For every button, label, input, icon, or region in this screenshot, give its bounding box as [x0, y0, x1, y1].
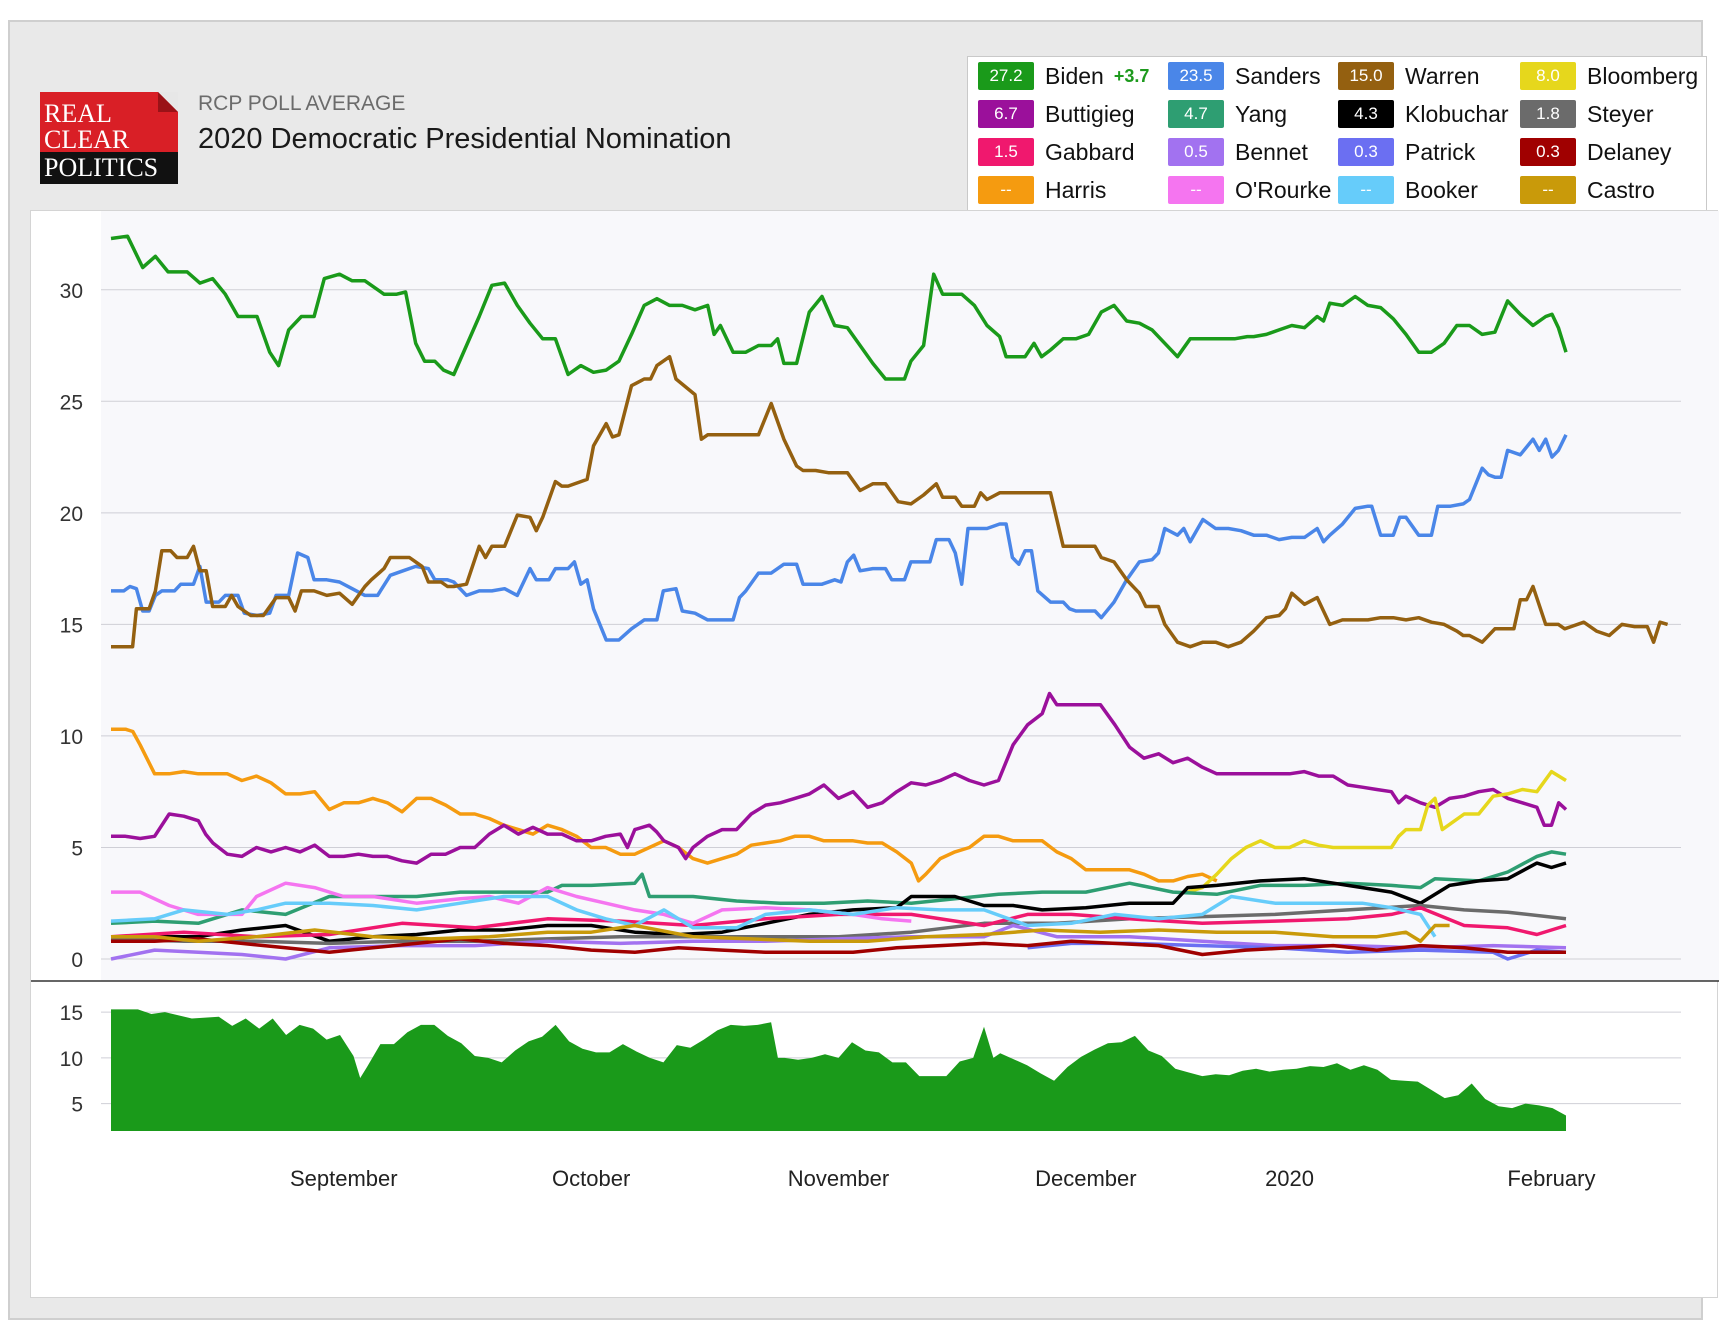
series-line-gabbard — [110, 905, 1567, 939]
y-tick-label: 15 — [60, 614, 83, 637]
legend-name: Buttigieg — [1045, 100, 1135, 127]
legend-name: Steyer — [1587, 100, 1654, 127]
legend-value: -- — [978, 176, 1034, 204]
series-line-warren — [111, 354, 1669, 649]
series-line-sanders — [111, 434, 1568, 642]
legend-value: 0.3 — [1520, 138, 1576, 166]
x-tick-label: 2020 — [1265, 1166, 1314, 1191]
legend-item-booker[interactable]: -- Booker — [1338, 175, 1478, 205]
legend-item-klobuchar[interactable]: 4.3 Klobuchar — [1338, 99, 1509, 129]
legend-item-sanders[interactable]: 23.5 Sanders — [1168, 61, 1321, 91]
legend-name: Castro — [1587, 176, 1655, 203]
legend-value: 1.5 — [978, 138, 1034, 166]
y-tick-label: 15 — [60, 1002, 83, 1025]
series-line-delaney — [111, 937, 1566, 957]
legend-value: 4.7 — [1168, 100, 1224, 128]
legend-name: Gabbard — [1045, 138, 1135, 165]
legend: 27.2 Biden +3.7 23.5 Sanders 15.0 Warren 8.0 Blo… — [967, 56, 1707, 221]
x-tick-label: November — [788, 1166, 889, 1191]
legend-item-warren[interactable]: 15.0 Warren — [1338, 61, 1480, 91]
legend-item-castro[interactable]: -- Castro — [1520, 175, 1655, 205]
legend-value: 0.3 — [1338, 138, 1394, 166]
y-tick-label: 10 — [60, 726, 83, 749]
svg-text:REAL: REAL — [44, 99, 112, 128]
legend-name: Bloomberg — [1587, 62, 1699, 89]
series-line-castro — [111, 923, 1450, 943]
legend-name: O'Rourke — [1235, 176, 1332, 203]
svg-text:POLITICS: POLITICS — [44, 153, 158, 182]
series-line-yang — [110, 850, 1567, 926]
series-line-booker — [110, 894, 1437, 938]
legend-item-buttigieg[interactable]: 6.7 Buttigieg — [978, 99, 1135, 129]
series-line-biden — [110, 234, 1568, 381]
legend-item-delaney[interactable]: 0.3 Delaney — [1520, 137, 1671, 167]
rcp-logo: REAL CLEAR POLITICS — [40, 92, 178, 184]
legend-item-orourke[interactable]: -- O'Rourke — [1168, 175, 1331, 205]
x-tick-label: December — [1035, 1166, 1136, 1191]
legend-name: Bennet — [1235, 138, 1308, 165]
legend-value: 23.5 — [1168, 62, 1224, 90]
y-tick-label: 30 — [60, 280, 83, 303]
legend-value: 15.0 — [1338, 62, 1394, 90]
legend-change: +3.7 — [1113, 65, 1150, 86]
legend-value: 1.8 — [1520, 100, 1576, 128]
legend-value: 27.2 — [978, 62, 1034, 90]
legend-name: Harris — [1045, 176, 1107, 203]
legend-name: Patrick — [1405, 138, 1476, 165]
legend-item-gabbard[interactable]: 1.5 Gabbard — [978, 137, 1135, 167]
subtitle: RCP POLL AVERAGE — [198, 92, 406, 115]
y-tick-label: 5 — [71, 837, 83, 860]
legend-item-steyer[interactable]: 1.8 Steyer — [1520, 99, 1653, 129]
legend-item-patrick[interactable]: 0.3 Patrick — [1338, 137, 1475, 167]
chart-panel: 0 5 10 15 20 25 30 5 10 15 September October Novembe… — [30, 210, 1719, 1298]
legend-item-yang[interactable]: 4.7 Yang — [1168, 99, 1287, 129]
legend-name: Klobuchar — [1405, 100, 1509, 127]
legend-item-harris[interactable]: -- Harris — [978, 175, 1106, 205]
series-line-buttigieg — [111, 691, 1568, 865]
x-tick-label: February — [1507, 1166, 1595, 1191]
svg-text:CLEAR: CLEAR — [44, 125, 130, 154]
y-tick-label: 25 — [60, 391, 83, 414]
y-tick-label: 20 — [60, 503, 83, 526]
series-line-klobuchar — [111, 861, 1567, 943]
legend-value: -- — [1520, 176, 1576, 204]
legend-item-bennet[interactable]: 0.5 Bennet — [1168, 137, 1308, 167]
legend-value: 8.0 — [1520, 62, 1576, 90]
legend-item-bloomberg[interactable]: 8.0 Bloomberg — [1520, 61, 1698, 91]
legend-value: -- — [1168, 176, 1224, 204]
y-tick-label: 0 — [71, 949, 83, 972]
page-title: 2020 Democratic Presidential Nomination — [198, 123, 732, 155]
legend-value: -- — [1338, 176, 1394, 204]
legend-name: Booker — [1405, 176, 1478, 203]
legend-name: Biden — [1045, 62, 1104, 89]
legend-name: Yang — [1235, 100, 1288, 127]
legend-name: Delaney — [1587, 138, 1672, 165]
legend-item-biden[interactable]: 27.2 Biden +3.7 — [978, 61, 1149, 91]
legend-name: Sanders — [1235, 62, 1321, 89]
series-line-bloomberg — [1187, 769, 1567, 894]
y-tick-label: 5 — [71, 1094, 83, 1117]
x-tick-label: October — [552, 1166, 630, 1191]
legend-name: Warren — [1405, 62, 1480, 89]
legend-value: 6.7 — [978, 100, 1034, 128]
legend-value: 0.5 — [1168, 138, 1224, 166]
y-tick-label: 10 — [60, 1048, 83, 1071]
logo-graphic: REAL CLEAR POLITICS — [40, 92, 178, 184]
x-tick-label: September — [290, 1166, 398, 1191]
legend-value: 4.3 — [1338, 100, 1394, 128]
poll-chart: 0 5 10 15 20 25 30 5 10 15 September October Novembe… — [31, 211, 1719, 1191]
biden-lead-area — [111, 1009, 1566, 1131]
